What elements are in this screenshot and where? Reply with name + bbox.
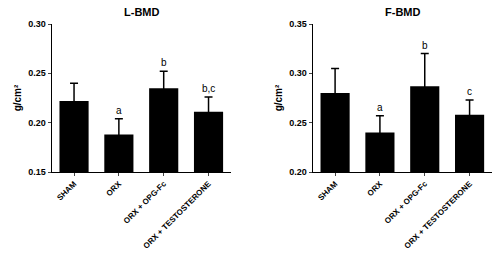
svg-text:0.35: 0.35 [289, 19, 307, 29]
svg-text:ORX: ORX [104, 179, 123, 198]
svg-text:ORX + OPG-Fc: ORX + OPG-Fc [122, 179, 169, 226]
svg-text:a: a [377, 102, 383, 113]
svg-text:0.30: 0.30 [28, 19, 46, 29]
svg-text:ORX + OPG-Fc: ORX + OPG-Fc [383, 179, 430, 226]
svg-text:0.25: 0.25 [289, 118, 307, 128]
svg-text:0.15: 0.15 [28, 167, 46, 177]
svg-text:SHAM: SHAM [316, 179, 339, 202]
svg-text:g/cm²: g/cm² [273, 84, 284, 111]
svg-text:SHAM: SHAM [55, 179, 78, 202]
svg-text:0.30: 0.30 [289, 68, 307, 78]
svg-text:b: b [422, 40, 428, 51]
svg-text:0.25: 0.25 [28, 68, 46, 78]
svg-text:L-BMD: L-BMD [124, 6, 159, 18]
svg-text:0.20: 0.20 [28, 118, 46, 128]
svg-text:0.20: 0.20 [289, 167, 307, 177]
svg-text:ORX: ORX [366, 179, 385, 198]
svg-text:a: a [116, 105, 122, 116]
svg-text:b: b [161, 57, 167, 68]
svg-text:ORX + TESTOSTERONE: ORX + TESTOSTERONE [142, 179, 214, 251]
svg-text:F-BMD: F-BMD [385, 6, 420, 18]
svg-text:g/cm²: g/cm² [12, 84, 23, 111]
svg-text:b,c: b,c [202, 83, 215, 94]
svg-text:ORX + TESTOSTERONE: ORX + TESTOSTERONE [403, 179, 475, 251]
svg-text:c: c [467, 86, 472, 97]
